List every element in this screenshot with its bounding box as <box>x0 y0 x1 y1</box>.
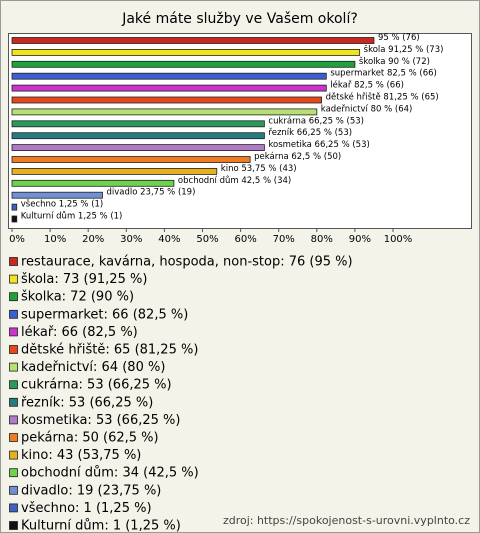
bar <box>11 96 322 104</box>
bar <box>11 49 361 56</box>
value-label: řezník 66,25 % (53) <box>268 128 352 138</box>
legend-swatch <box>9 292 18 302</box>
value-label: supermarket 82,5 % (66) <box>330 69 437 79</box>
legend-swatch <box>9 397 18 407</box>
chart-title: Jaké máte služby ve Vašem okolí? <box>121 11 358 27</box>
legend-swatch <box>9 380 18 390</box>
legend-swatch <box>9 485 18 495</box>
x-tick-label: 10% <box>44 234 66 245</box>
legend-label: cukrárna: 53 (66,25 %) <box>21 378 172 393</box>
value-label: školka 90 % (72) <box>359 56 430 67</box>
bar <box>11 156 251 163</box>
value-label: Kulturní dům 1,25 % (1) <box>21 211 123 222</box>
value-label: škola 91,25 % (73) <box>364 44 444 55</box>
legend-swatch <box>9 327 18 337</box>
x-tick-label: 90% <box>349 234 371 245</box>
bar <box>11 108 318 116</box>
bar <box>11 37 375 44</box>
value-label: kadeřnictví 80 % (64) <box>321 104 413 114</box>
bar <box>11 203 18 211</box>
legend-swatch <box>9 362 18 372</box>
x-tick-label: 70% <box>273 234 295 245</box>
bar <box>11 60 356 68</box>
x-tick-label: 60% <box>234 234 256 245</box>
source: zdroj: https://spokojenost-s-urovni.vypl… <box>223 514 470 527</box>
legend-label: divadlo: 19 (23,75 %) <box>21 483 161 498</box>
bar <box>11 215 18 223</box>
bar <box>11 132 265 140</box>
legend-label: pekárna: 50 (62,5 %) <box>21 431 159 446</box>
x-tick-label: 50% <box>196 234 218 245</box>
x-tick-label: 30% <box>120 234 142 245</box>
value-label: dětské hřiště 81,25 % (65) <box>326 92 439 103</box>
value-label: 95 % (76) <box>378 33 420 43</box>
bar <box>11 84 327 92</box>
legend-swatch <box>9 274 18 284</box>
bar <box>11 191 103 199</box>
x-tick-label: 100% <box>384 234 413 245</box>
legend-swatch <box>9 309 18 319</box>
bar <box>11 179 175 187</box>
value-label: kino 53,75 % (43) <box>221 164 297 174</box>
legend-swatch <box>9 521 18 530</box>
legend-label: kadeřnictví: 64 (80 %) <box>21 360 165 375</box>
value-label: kosmetika 66,25 % (53) <box>268 140 369 150</box>
value-label: cukrárna 66,25 % (53) <box>268 116 364 126</box>
value-label: všechno 1,25 % (1) <box>21 199 104 210</box>
legend-label: dětské hřiště: 65 (81,25 %) <box>21 343 198 358</box>
legend-swatch <box>9 415 18 425</box>
bar <box>11 167 218 175</box>
bar <box>11 144 265 152</box>
bar <box>11 72 327 80</box>
value-label: obchodní dům 42,5 % (34) <box>178 175 291 186</box>
legend-swatch <box>9 468 18 478</box>
value-label: pekárna 62,5 % (50) <box>254 152 341 162</box>
legend-swatch <box>9 257 18 266</box>
legend-swatch <box>9 503 18 513</box>
x-tick-label: 0% <box>9 234 25 245</box>
legend-label: kino: 43 (53,75 %) <box>21 448 141 463</box>
x-tick-label: 40% <box>158 234 180 245</box>
legend-label: restaurace, kavárna, hospoda, non-stop: … <box>21 255 353 270</box>
legend-label: kosmetika: 53 (66,25 %) <box>21 413 180 428</box>
legend-label: všechno: 1 (1,25 %) <box>21 501 152 516</box>
legend-label: řezník: 53 (66,25 %) <box>21 395 153 410</box>
value-label: divadlo 23,75 % (19) <box>106 188 195 198</box>
bar <box>11 120 265 128</box>
value-label: lékař 82,5 % (66) <box>330 80 404 91</box>
legend-swatch <box>9 345 18 354</box>
legend-swatch <box>9 450 18 460</box>
legend-label: škola: 73 (91,25 %) <box>21 272 147 287</box>
legend-label: školka: 72 (90 %) <box>21 290 134 305</box>
x-tick-label: 20% <box>82 234 104 245</box>
legend-swatch <box>9 433 18 442</box>
legend-label: lékař: 66 (82,5 %) <box>21 325 138 340</box>
x-tick-label: 80% <box>311 234 333 245</box>
legend-label: obchodní dům: 34 (42,5 %) <box>21 466 199 481</box>
legend-label: supermarket: 66 (82,5 %) <box>21 307 188 322</box>
legend-label: Kulturní dům: 1 (1,25 %) <box>21 519 181 533</box>
